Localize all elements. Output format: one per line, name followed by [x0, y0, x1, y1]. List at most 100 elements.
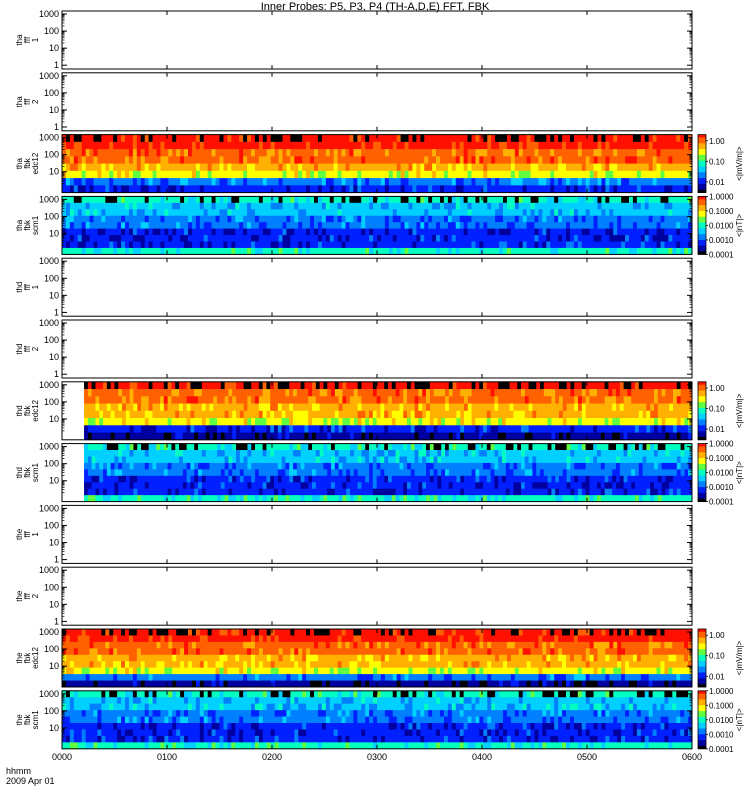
heatmap-cell [325, 185, 331, 193]
heatmap-cell [623, 389, 628, 397]
heatmap-cell [215, 228, 220, 236]
heatmap-cell [455, 228, 461, 236]
heatmap-cell [536, 396, 541, 404]
heatmap-cell [467, 247, 472, 255]
heatmap-cell [172, 247, 177, 255]
heatmap-cell [186, 450, 191, 457]
heatmap-cell [408, 228, 413, 236]
heatmap-cell [399, 475, 404, 483]
heatmap-cell [184, 209, 189, 217]
heatmap-cell [357, 418, 362, 426]
heatmap-cell [190, 410, 195, 419]
heatmap-cell [220, 403, 226, 412]
heatmap-cell [432, 215, 437, 223]
heatmap-cell [471, 149, 476, 157]
heatmap-cell [464, 381, 469, 390]
heatmap-cell [350, 475, 355, 483]
heatmap-cell [676, 215, 681, 223]
heatmap-cell [420, 134, 425, 143]
heatmap-cell [491, 241, 496, 249]
heatmap-cell [331, 443, 336, 451]
heatmap-cell [613, 163, 618, 172]
heatmap-cell [329, 228, 335, 236]
heatmap-cell [289, 469, 294, 477]
heatmap-cell [266, 403, 271, 412]
heatmap-cell [597, 235, 602, 242]
heatmap-cell [113, 235, 118, 242]
heatmap-cell [180, 170, 185, 179]
heatmap-cell [182, 432, 188, 441]
heatmap-cell [636, 163, 642, 172]
heatmap-cell [182, 381, 188, 390]
heatmap-cell [479, 156, 484, 164]
panel-label-line: fff [23, 36, 32, 43]
heatmap-cell [199, 241, 205, 249]
heatmap-cell [243, 456, 248, 464]
heatmap-cell [673, 396, 678, 404]
heatmap-cell [396, 228, 402, 236]
heatmap-cell [312, 396, 317, 404]
heatmap-cell [258, 134, 264, 143]
heatmap-cell [258, 170, 264, 179]
heatmap-cell [424, 247, 429, 255]
heatmap-cell [213, 432, 218, 441]
heatmap-cell [635, 418, 640, 426]
heatmap-cell [281, 381, 286, 390]
panel-label-thd-fff-2: thd fff 2 [15, 343, 40, 354]
heatmap-cell [282, 202, 287, 210]
heatmap-cell [195, 209, 201, 217]
heatmap-cell [494, 396, 499, 404]
heatmap-cell [266, 450, 271, 457]
heatmap-cell [407, 410, 412, 419]
heatmap-cell [109, 202, 114, 210]
heatmap-cell [486, 418, 492, 426]
heatmap-cell [573, 222, 579, 230]
heatmap-cell [502, 450, 507, 457]
heatmap-cell [289, 450, 294, 457]
heatmap-cell [479, 403, 484, 412]
heatmap-cell [195, 163, 201, 172]
heatmap-cell [536, 469, 541, 477]
heatmap-cell [530, 202, 535, 210]
heatmap-cell [437, 396, 442, 404]
heatmap-cell [554, 178, 559, 186]
heatmap-cell [384, 141, 390, 150]
heatmap-cell [144, 462, 150, 470]
heatmap-cell [148, 202, 153, 210]
heatmap-cell [459, 196, 465, 204]
heatmap-cell [684, 149, 689, 157]
heatmap-cell [621, 149, 626, 157]
heatmap-cell [137, 381, 142, 390]
heatmap-cell [418, 389, 423, 397]
heatmap-cell [440, 222, 445, 230]
heatmap-cell [294, 134, 299, 143]
heatmap-cell [345, 149, 350, 157]
heatmap-cell [338, 475, 343, 483]
heatmap-cell [148, 443, 153, 451]
heatmap-cell [380, 469, 385, 477]
heatmap-cell [635, 403, 640, 412]
heatmap-cell [306, 215, 311, 223]
heatmap-cell [81, 241, 87, 249]
heatmap-cell [247, 456, 252, 464]
heatmap-cell [172, 215, 177, 223]
heatmap-cell [152, 443, 157, 451]
heatmap-cell [514, 209, 520, 217]
heatmap-cell [114, 450, 119, 457]
heatmap-cell [416, 222, 421, 230]
heatmap-cell [160, 235, 165, 242]
heatmap-cell [551, 432, 556, 441]
heatmap-cell [190, 418, 195, 426]
heatmap-cell [562, 149, 567, 157]
heatmap-cell [388, 418, 393, 426]
heatmap-cell [203, 222, 209, 230]
heatmap-cell [337, 209, 342, 217]
heatmap-cell [440, 185, 445, 193]
heatmap-cell [448, 403, 454, 412]
heatmap-cell [433, 418, 438, 426]
heatmap-cell [609, 247, 614, 255]
heatmap-cell [522, 222, 528, 230]
heatmap-cell [395, 425, 400, 433]
heatmap-cell [680, 215, 685, 223]
heatmap-cell [570, 456, 575, 464]
